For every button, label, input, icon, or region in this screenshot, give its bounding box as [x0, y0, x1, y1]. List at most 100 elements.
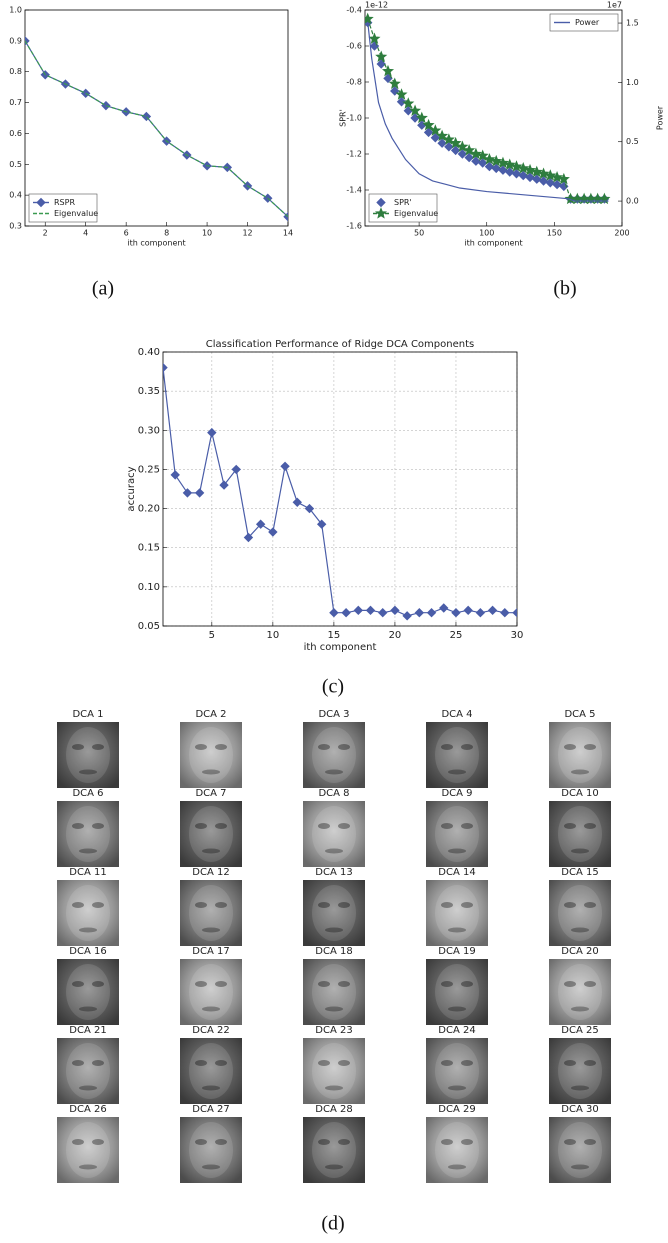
- x-tick-label: 50: [414, 229, 424, 238]
- face-shape: [312, 1043, 356, 1099]
- marker: [194, 488, 205, 498]
- face-shape: [435, 806, 479, 862]
- face-eye: [441, 1139, 453, 1145]
- marker: [557, 172, 570, 185]
- face-image: [180, 1038, 242, 1104]
- face-title: DCA 3: [318, 709, 349, 720]
- face-shape: [558, 1122, 602, 1178]
- marker: [552, 179, 562, 190]
- face-image: [57, 722, 119, 788]
- series-group: [163, 362, 517, 621]
- marker: [484, 161, 495, 172]
- x-tick-label: 12: [242, 229, 252, 238]
- face-shape: [435, 1122, 479, 1178]
- face-title: DCA 8: [318, 788, 349, 799]
- face-title: DCA 18: [315, 946, 352, 957]
- x-tick-label: 200: [614, 229, 629, 238]
- face-eye: [215, 823, 227, 829]
- marker: [437, 138, 447, 148]
- marker: [423, 127, 434, 138]
- x-axis-label: ith component: [127, 239, 185, 248]
- marker: [375, 50, 388, 62]
- face-eye: [92, 1060, 104, 1066]
- y-tick-label: 0.4: [9, 191, 22, 200]
- face-shape: [189, 727, 233, 783]
- marker: [551, 171, 564, 183]
- face-image: [57, 1038, 119, 1104]
- marker: [490, 154, 503, 167]
- y-axis-label: accuracy: [126, 466, 137, 511]
- x-tick-label: 150: [547, 229, 562, 238]
- marker: [530, 165, 543, 178]
- face-mouth: [325, 927, 343, 933]
- y-tick-label: -1.6: [346, 222, 362, 231]
- face-image: [549, 1117, 611, 1183]
- face-shape: [312, 727, 356, 783]
- marker: [341, 607, 351, 618]
- face-eye: [195, 1060, 207, 1066]
- marker: [368, 32, 381, 44]
- panel-label: (a): [92, 278, 114, 300]
- face-mouth: [448, 848, 466, 854]
- marker: [517, 162, 530, 174]
- legend-marker: [36, 197, 46, 208]
- face-eye: [461, 823, 473, 829]
- marker: [476, 149, 489, 161]
- marker: [207, 427, 217, 438]
- face-shape: [66, 1043, 110, 1099]
- y2-tick-label: 0.0: [626, 197, 639, 206]
- face-image: [57, 959, 119, 1025]
- face-eye: [318, 744, 330, 750]
- legend-label: SPR': [394, 198, 412, 207]
- face-shape: [66, 885, 110, 941]
- face-image: [549, 722, 611, 788]
- marker: [426, 607, 437, 618]
- face-title: DCA 7: [195, 788, 226, 799]
- face-mouth: [325, 1006, 343, 1012]
- marker: [532, 174, 542, 184]
- marker: [365, 605, 376, 616]
- y-tick-label: 0.6: [9, 129, 22, 138]
- marker: [544, 169, 557, 181]
- face-eye: [564, 902, 576, 908]
- face-image: [549, 880, 611, 946]
- face-eye: [584, 902, 596, 908]
- marker: [483, 153, 496, 165]
- face-eye: [564, 1060, 576, 1066]
- y-tick-label: -1.2: [346, 150, 362, 159]
- marker: [316, 519, 327, 529]
- legend-label: Eigenvalue: [54, 209, 98, 218]
- marker: [429, 124, 442, 136]
- face-image: [303, 722, 365, 788]
- face-image: [180, 722, 242, 788]
- face-eye: [72, 1139, 84, 1145]
- face-title: DCA 30: [561, 1104, 598, 1115]
- face-eye: [195, 902, 207, 908]
- face-shape: [189, 885, 233, 941]
- face-eye: [72, 744, 84, 750]
- marker: [498, 165, 508, 175]
- face-image: [426, 1117, 488, 1183]
- panel-label: (b): [553, 278, 576, 300]
- y-tick-label: 0.5: [9, 160, 22, 169]
- legend-label: RSPR: [54, 198, 75, 207]
- marker: [512, 607, 517, 618]
- face-eye: [195, 1139, 207, 1145]
- y-tick-label: -0.6: [346, 42, 362, 51]
- face-eye: [441, 902, 453, 908]
- y-tick-label: 1.0: [9, 6, 22, 15]
- y2-tick-label: 1.0: [626, 78, 639, 87]
- marker: [503, 158, 516, 170]
- face-eye: [92, 981, 104, 987]
- marker: [436, 129, 449, 142]
- x-tick-label: 25: [450, 630, 463, 641]
- legend-label: Eigenvalue: [394, 209, 438, 218]
- face-mouth: [448, 1006, 466, 1012]
- face-mouth: [202, 1164, 220, 1170]
- face-title: DCA 28: [315, 1104, 352, 1115]
- face-title: DCA 2: [195, 709, 226, 720]
- face-shape: [558, 964, 602, 1020]
- face-eye: [584, 823, 596, 829]
- face-eye: [92, 823, 104, 829]
